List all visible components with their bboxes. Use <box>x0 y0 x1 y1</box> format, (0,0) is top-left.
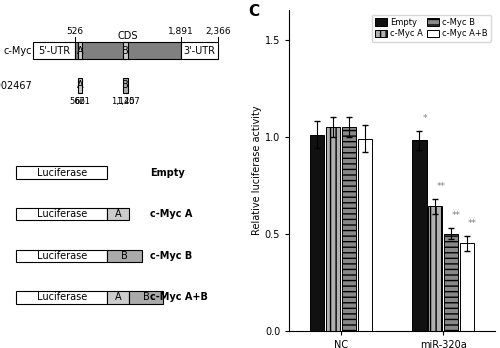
Bar <box>74 42 181 59</box>
Text: 621: 621 <box>74 97 90 106</box>
Text: *: * <box>422 114 427 123</box>
Text: 3'-UTR: 3'-UTR <box>184 46 216 56</box>
Bar <box>78 78 82 93</box>
Text: C: C <box>248 4 260 19</box>
Bar <box>412 141 426 331</box>
Text: 1,145: 1,145 <box>111 97 134 106</box>
Bar <box>310 135 324 331</box>
Bar <box>107 250 142 262</box>
Text: **: ** <box>452 211 461 220</box>
Text: c-Myc A: c-Myc A <box>150 209 193 219</box>
Bar <box>342 127 356 331</box>
Text: 1,207: 1,207 <box>116 97 140 106</box>
Text: Luciferase: Luciferase <box>36 209 87 219</box>
Bar <box>444 234 458 331</box>
Text: **: ** <box>436 182 446 191</box>
Bar <box>460 243 474 331</box>
Text: Empty: Empty <box>150 168 185 177</box>
Bar <box>107 291 129 303</box>
Text: 566: 566 <box>70 97 86 106</box>
Bar <box>123 78 128 93</box>
Y-axis label: Relative luciferase activity: Relative luciferase activity <box>252 106 262 235</box>
Bar <box>428 206 442 331</box>
Text: c-Myc A+B: c-Myc A+B <box>150 292 208 302</box>
Text: c-Myc: c-Myc <box>4 46 32 56</box>
Legend: Empty, c-Myc A, c-Myc B, c-Myc A+B: Empty, c-Myc A, c-Myc B, c-Myc A+B <box>372 15 491 42</box>
Text: A: A <box>114 292 121 302</box>
Text: 5'-UTR: 5'-UTR <box>38 46 70 56</box>
Bar <box>358 139 372 331</box>
Bar <box>181 42 218 59</box>
Text: NM_002467: NM_002467 <box>0 80 32 90</box>
Text: 1,891: 1,891 <box>168 27 194 36</box>
Text: c-Myc B: c-Myc B <box>150 251 192 261</box>
Text: **: ** <box>468 219 477 228</box>
Bar <box>78 42 82 59</box>
Text: A: A <box>76 80 83 90</box>
Text: A: A <box>76 46 83 56</box>
Text: 2,366: 2,366 <box>206 27 231 36</box>
Text: A: A <box>114 209 121 219</box>
Text: CDS: CDS <box>118 31 138 41</box>
Bar <box>129 291 164 303</box>
Bar <box>123 42 128 59</box>
Text: B: B <box>122 46 128 56</box>
Text: Luciferase: Luciferase <box>36 251 87 261</box>
Text: Luciferase: Luciferase <box>36 168 87 177</box>
Bar <box>16 291 107 303</box>
Text: Luciferase: Luciferase <box>36 292 87 302</box>
Bar <box>34 42 74 59</box>
Text: B: B <box>142 292 150 302</box>
Bar <box>107 208 129 220</box>
Bar <box>16 208 107 220</box>
Text: B: B <box>121 251 128 261</box>
Text: 526: 526 <box>66 27 83 36</box>
Text: B: B <box>122 80 128 90</box>
Bar <box>16 250 107 262</box>
Bar <box>326 127 340 331</box>
Bar <box>16 166 107 179</box>
